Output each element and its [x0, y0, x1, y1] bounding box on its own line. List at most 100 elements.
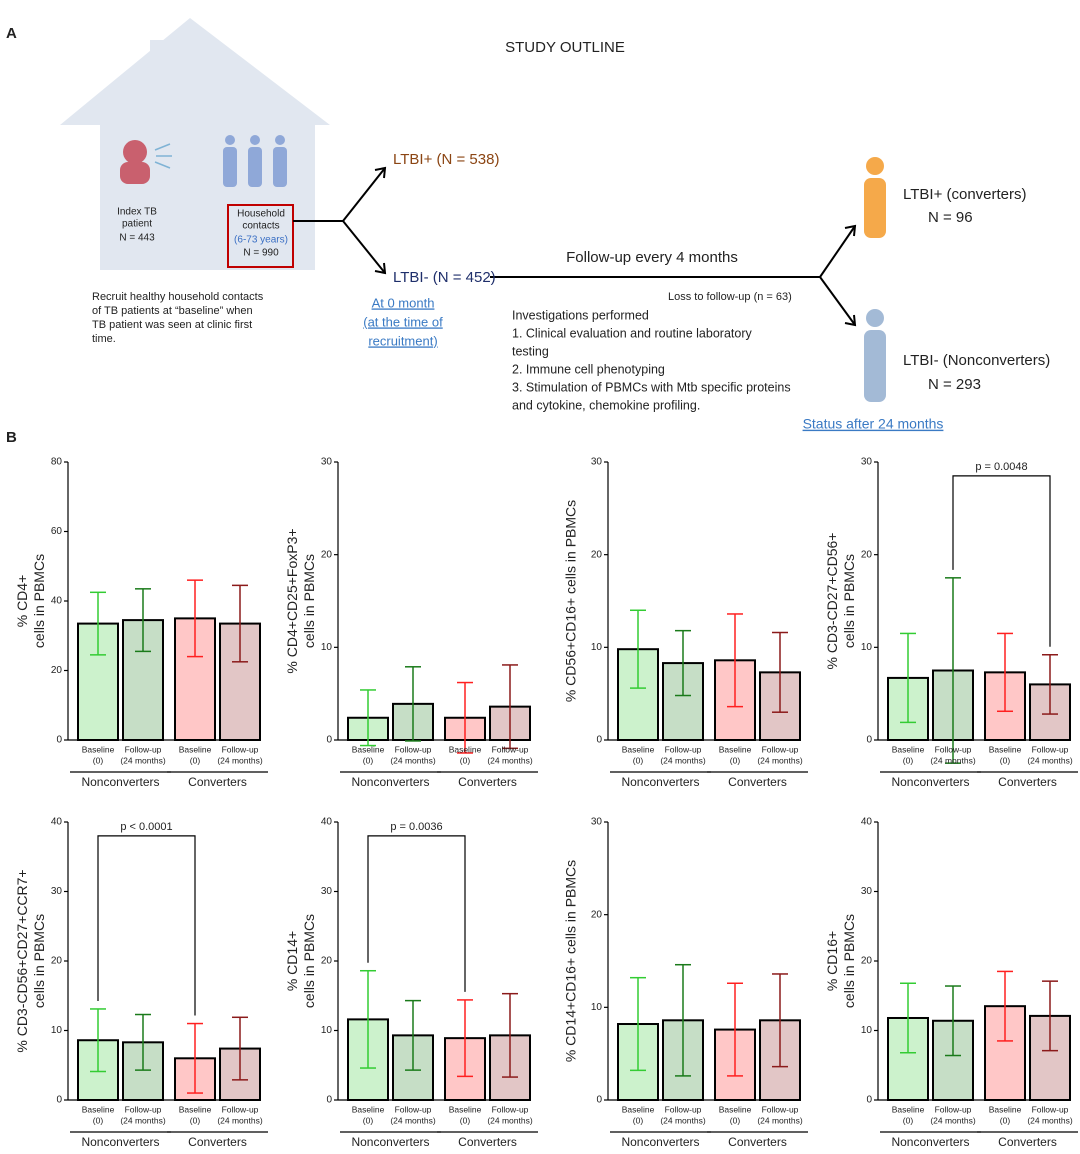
household-box: [227, 204, 294, 268]
y-tick-label: 30: [591, 457, 603, 468]
recruit-note: of TB patients at “baseline” when: [92, 305, 253, 317]
at-zero: At 0 month: [372, 295, 435, 310]
y-tick-label: 40: [51, 596, 63, 607]
group-label: Nonconverters: [891, 1135, 969, 1149]
y-tick-label: 0: [866, 735, 872, 746]
y-tick-label: 20: [861, 549, 873, 560]
y-tick-label: 10: [321, 1025, 333, 1036]
p-value: p = 0.0048: [975, 461, 1027, 473]
y-tick-label: 10: [861, 642, 873, 653]
index-text: N = 443: [119, 233, 155, 244]
y-axis-label: % CD3-CD56+CD27+CCR7+: [14, 869, 30, 1052]
y-axis-label: % CD4+CD25+FoxP3+: [284, 528, 300, 673]
y-tick-label: 0: [56, 1095, 62, 1106]
x-tick-label: Follow-up: [125, 1104, 162, 1114]
at-zero: (at the time of: [363, 314, 443, 329]
x-tick-label: Follow-up: [1032, 744, 1069, 754]
y-axis-label: % CD14+: [284, 931, 300, 991]
x-tick-label: Follow-up: [222, 744, 259, 754]
recruit-note: TB patient was seen at clinic first: [92, 319, 252, 331]
y-tick-label: 0: [326, 1095, 332, 1106]
bar: [77, 622, 119, 742]
x-tick-label: (0): [93, 1115, 104, 1125]
x-tick-label: (0): [190, 755, 201, 765]
p-value: p < 0.0001: [120, 821, 172, 833]
recruit-note: time.: [92, 333, 116, 345]
contact-icons: [223, 135, 287, 187]
x-tick-label: (0): [190, 1115, 201, 1125]
investigation: 2. Immune cell phenotyping: [512, 362, 665, 376]
group-label: Nonconverters: [621, 775, 699, 789]
x-tick-label: (24 months): [660, 755, 706, 765]
x-tick-label: Baseline: [892, 1104, 925, 1114]
group-label: Converters: [998, 1135, 1057, 1149]
x-tick-label: (24 months): [390, 755, 436, 765]
group-label: Nonconverters: [351, 1135, 429, 1149]
x-tick-label: (0): [1000, 1115, 1011, 1125]
x-tick-label: (0): [903, 755, 914, 765]
y-tick-label: 10: [591, 1002, 603, 1013]
y-tick-label: 20: [51, 665, 63, 676]
x-tick-label: (24 months): [1027, 755, 1073, 765]
y-tick-label: 60: [51, 526, 63, 537]
y-axis-label: % CD56+CD16+ cells in PBMCs: [563, 500, 579, 702]
arrows: [293, 166, 857, 327]
y-tick-label: 20: [321, 956, 333, 967]
household-text: Household: [237, 209, 285, 220]
y-tick-label: 10: [591, 642, 603, 653]
y-tick-label: 30: [51, 886, 63, 897]
x-tick-label: Baseline: [989, 1104, 1022, 1114]
x-tick-label: (0): [460, 755, 471, 765]
x-tick-label: (24 months): [390, 1115, 436, 1125]
x-tick-label: Baseline: [989, 744, 1022, 754]
group-label: Converters: [728, 775, 787, 789]
x-tick-label: (0): [903, 1115, 914, 1125]
nonconverters: LTBI- (Nonconverters): [903, 352, 1050, 369]
x-tick-label: (24 months): [660, 1115, 706, 1125]
x-tick-label: Baseline: [449, 1104, 482, 1114]
x-tick-label: Follow-up: [762, 1104, 799, 1114]
group-label: Nonconverters: [891, 775, 969, 789]
x-tick-label: (0): [363, 755, 374, 765]
household-text: N = 990: [243, 248, 279, 259]
x-tick-label: Follow-up: [935, 1104, 972, 1114]
x-tick-label: Baseline: [622, 1104, 655, 1114]
x-tick-label: (0): [730, 1115, 741, 1125]
x-tick-label: Follow-up: [222, 1104, 259, 1114]
ltbi-neg: LTBI- (N = 452): [393, 269, 496, 286]
group-label: Converters: [458, 775, 517, 789]
y-tick-label: 30: [321, 457, 333, 468]
y-tick-label: 20: [591, 909, 603, 920]
panel-label: A: [6, 25, 17, 42]
y-axis-label: cells in PBMCs: [301, 554, 317, 648]
x-tick-label: Baseline: [352, 1104, 385, 1114]
x-tick-label: Follow-up: [665, 744, 702, 754]
investigation: 1. Clinical evaluation and routine labor…: [512, 326, 752, 340]
investigation: testing: [512, 344, 549, 358]
y-tick-label: 30: [591, 817, 603, 828]
y-tick-label: 20: [51, 956, 63, 967]
outline-title: STUDY OUTLINE: [505, 39, 625, 56]
follow-up: Follow-up every 4 months: [566, 249, 738, 266]
y-axis-label: % CD14+CD16+ cells in PBMCs: [563, 860, 579, 1062]
y-axis-label: % CD16+: [824, 931, 840, 991]
index-text: Index TB: [117, 207, 157, 218]
x-tick-label: Follow-up: [665, 1104, 702, 1114]
y-tick-label: 40: [861, 817, 873, 828]
x-tick-label: Baseline: [179, 1104, 212, 1114]
x-tick-label: Follow-up: [492, 744, 529, 754]
group-label: Nonconverters: [81, 1135, 159, 1149]
x-tick-label: Baseline: [892, 744, 925, 754]
loss: Loss to follow-up (n = 63): [668, 291, 792, 303]
x-tick-label: (0): [363, 1115, 374, 1125]
status: Status after 24 months: [803, 416, 944, 432]
at-zero: recruitment): [368, 333, 437, 348]
household-text: (6-73 years): [234, 235, 288, 246]
x-tick-label: Follow-up: [492, 1104, 529, 1114]
ltbi-pos: LTBI+ (N = 538): [393, 151, 499, 168]
y-tick-label: 10: [51, 1025, 63, 1036]
y-tick-label: 0: [326, 735, 332, 746]
y-tick-label: 40: [321, 817, 333, 828]
x-tick-label: (0): [730, 755, 741, 765]
